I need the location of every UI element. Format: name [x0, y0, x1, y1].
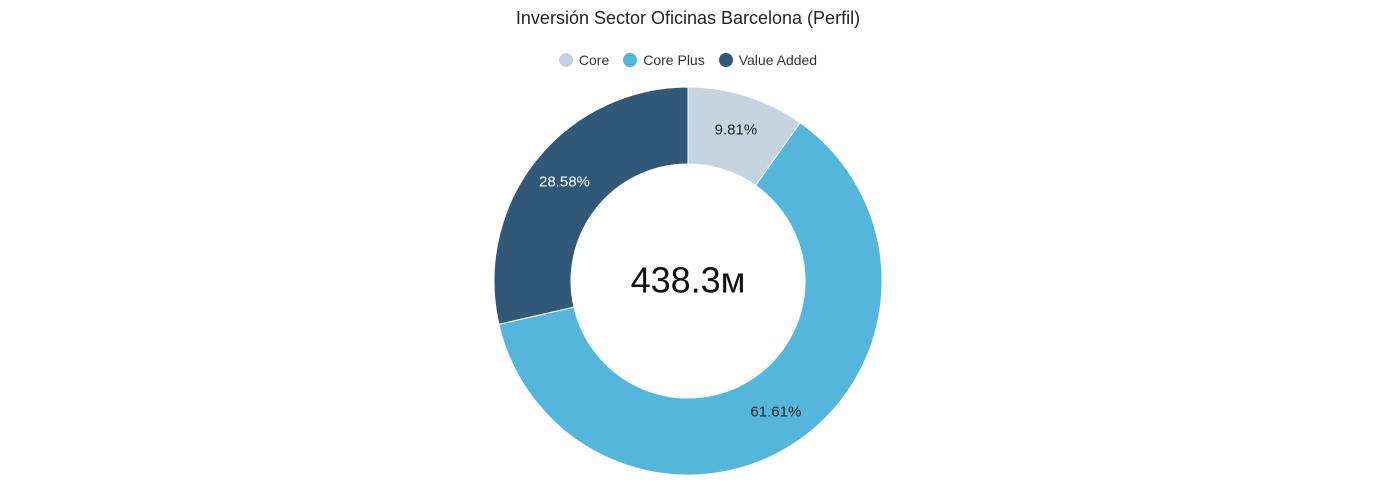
- chart-legend: Core Core Plus Value Added: [0, 52, 1376, 68]
- slice-label-core: 9.81%: [715, 121, 758, 138]
- chart-title: Inversión Sector Oficinas Barcelona (Per…: [515, 8, 861, 28]
- slice-value-added[interactable]: [493, 86, 689, 325]
- legend-item-core-plus[interactable]: Core Plus: [623, 52, 705, 68]
- donut-slices: [493, 86, 883, 476]
- legend-label-core-plus: Core Plus: [643, 52, 705, 68]
- legend-item-core[interactable]: Core: [558, 52, 610, 68]
- slice-label-value-added: 28.58%: [539, 173, 590, 190]
- legend-swatch-core: [558, 53, 573, 67]
- slice-label-core-plus: 61.61%: [750, 403, 801, 420]
- legend-item-value-added[interactable]: Value Added: [718, 52, 818, 68]
- slice-labels: 9.81% 61.61% 28.58%: [539, 121, 801, 420]
- slice-core-plus[interactable]: [498, 122, 883, 476]
- center-total-label: 438.3м: [631, 260, 746, 301]
- legend-label-value-added: Value Added: [738, 52, 818, 68]
- legend-label-core: Core: [578, 52, 610, 68]
- legend-swatch-core-plus: [623, 53, 638, 67]
- legend-swatch-value-added: [718, 53, 733, 67]
